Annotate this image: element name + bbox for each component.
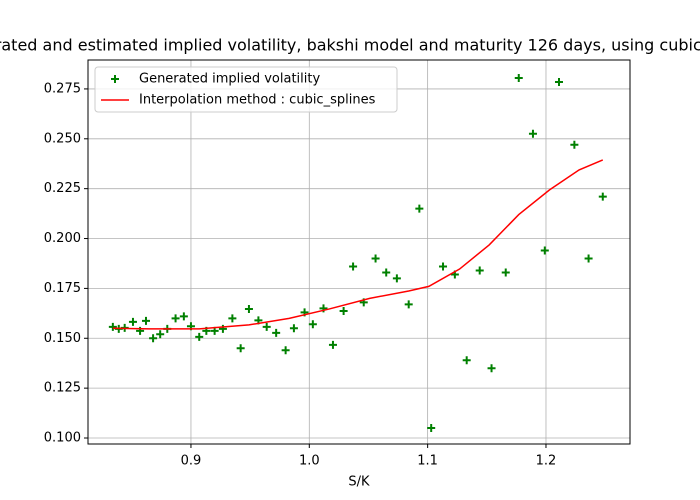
legend-box: [94, 66, 398, 113]
scatter-point: [281, 346, 290, 355]
chart-title: Generated and estimated implied volatili…: [0, 36, 700, 56]
x-tick-label: 1.2: [536, 454, 557, 469]
scatter-point: [427, 424, 436, 433]
legend-label: Interpolation method : cubic_splines: [139, 93, 376, 108]
y-tick-label: 0.100: [44, 431, 81, 446]
y-tick-label: 0.250: [44, 131, 81, 146]
scatter-point: [236, 344, 245, 353]
y-tick-label: 0.200: [44, 231, 81, 246]
scatter-point: [439, 262, 448, 271]
scatter-point: [149, 334, 158, 343]
scatter-point: [272, 328, 281, 337]
y-tick-label: 0.150: [44, 331, 81, 346]
scatter-point: [554, 77, 563, 86]
scatter-point: [228, 314, 237, 323]
scatter-point: [392, 274, 401, 283]
scatter-point: [584, 254, 593, 263]
scatter-point: [514, 73, 523, 82]
scatter-point: [339, 306, 348, 315]
scatter-point: [349, 262, 358, 271]
y-tick-label: 0.125: [44, 381, 81, 396]
scatter-point: [171, 314, 180, 323]
scatter-point: [371, 254, 380, 263]
scatter-point: [108, 322, 117, 331]
line: [112, 159, 604, 330]
scatter-point: [404, 300, 413, 309]
scatter-point: [308, 320, 317, 329]
y-tick-label: 0.225: [44, 181, 81, 196]
y-tick-label: 0.275: [44, 81, 81, 96]
scatter-point: [528, 129, 537, 138]
scatter-point: [501, 268, 510, 277]
scatter-point: [289, 324, 298, 333]
scatter-point: [195, 332, 204, 341]
scatter-point: [262, 322, 271, 331]
scatter-point: [475, 266, 484, 275]
scatter-point: [570, 140, 579, 149]
scatter-point: [218, 324, 227, 333]
scatter-point: [540, 246, 549, 255]
legend-marker: [111, 75, 119, 83]
scatter-point: [328, 340, 337, 349]
x-tick-label: 1.1: [417, 454, 438, 469]
scatter-point: [462, 356, 471, 365]
scatter-point: [141, 316, 150, 325]
x-tick-label: 0.9: [181, 454, 202, 469]
scatter-point: [179, 312, 188, 321]
y-tick-label: 0.175: [44, 281, 81, 296]
scatter-point: [487, 364, 496, 373]
scatter-point: [415, 204, 424, 213]
scatter-point: [598, 192, 607, 201]
scatter-point: [382, 268, 391, 277]
legend-label: Generated implied volatility: [139, 72, 320, 87]
scatter-point: [128, 317, 137, 326]
scatter-point: [156, 330, 165, 339]
x-axis-label: S/K: [348, 475, 370, 490]
x-tick-label: 1.0: [299, 454, 320, 469]
scatter-point: [244, 304, 253, 313]
axes-frame: [87, 59, 631, 445]
